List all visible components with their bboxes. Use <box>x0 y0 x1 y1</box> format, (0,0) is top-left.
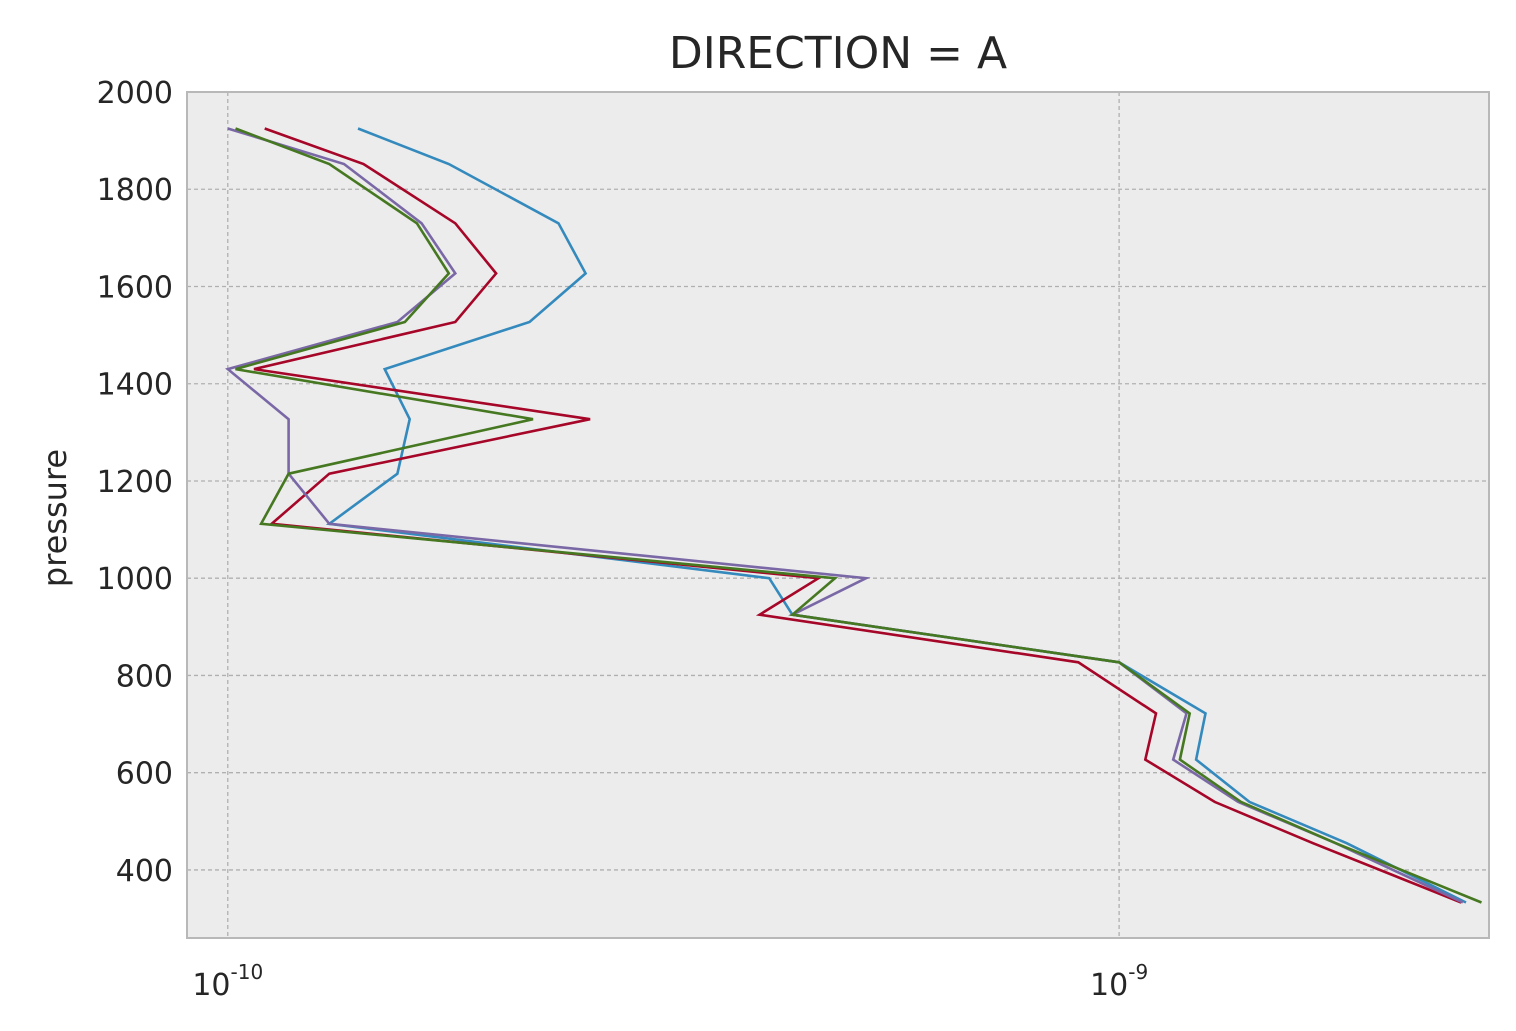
y-tick-label: 800 <box>116 659 173 694</box>
y-tick-label: 600 <box>116 757 173 792</box>
series-layer <box>225 127 1482 904</box>
chart-title: DIRECTION = A <box>669 28 1007 79</box>
x-tick-base: 10 <box>1090 968 1128 1003</box>
y-tick-labels: 400 600 800 1000 1200 1400 1600 1800 2000 <box>97 76 173 889</box>
y-tick-label: 2000 <box>97 76 173 111</box>
x-tick-exponent: -10 <box>231 960 264 984</box>
x-tick-labels: 10-10 10-9 <box>192 960 1148 1003</box>
series-line-3 <box>225 127 1464 904</box>
y-tick-label: 1600 <box>97 270 173 305</box>
y-tick-label: 400 <box>116 854 173 889</box>
series-line-4 <box>235 127 1482 904</box>
y-tick-label: 1400 <box>97 368 173 403</box>
plot-frame <box>186 91 1490 939</box>
y-axis-label: pressure <box>36 449 74 587</box>
plot-background <box>187 92 1489 938</box>
y-tick-label: 1200 <box>97 465 173 500</box>
x-tick-exponent: -9 <box>1128 960 1148 984</box>
y-tick-label: 1800 <box>97 173 173 208</box>
x-tick-label: 10-9 <box>1090 960 1148 1003</box>
y-tick-label: 1000 <box>97 562 173 597</box>
x-tick-label: 10-10 <box>192 960 263 1003</box>
x-tick-base: 10 <box>192 968 230 1003</box>
